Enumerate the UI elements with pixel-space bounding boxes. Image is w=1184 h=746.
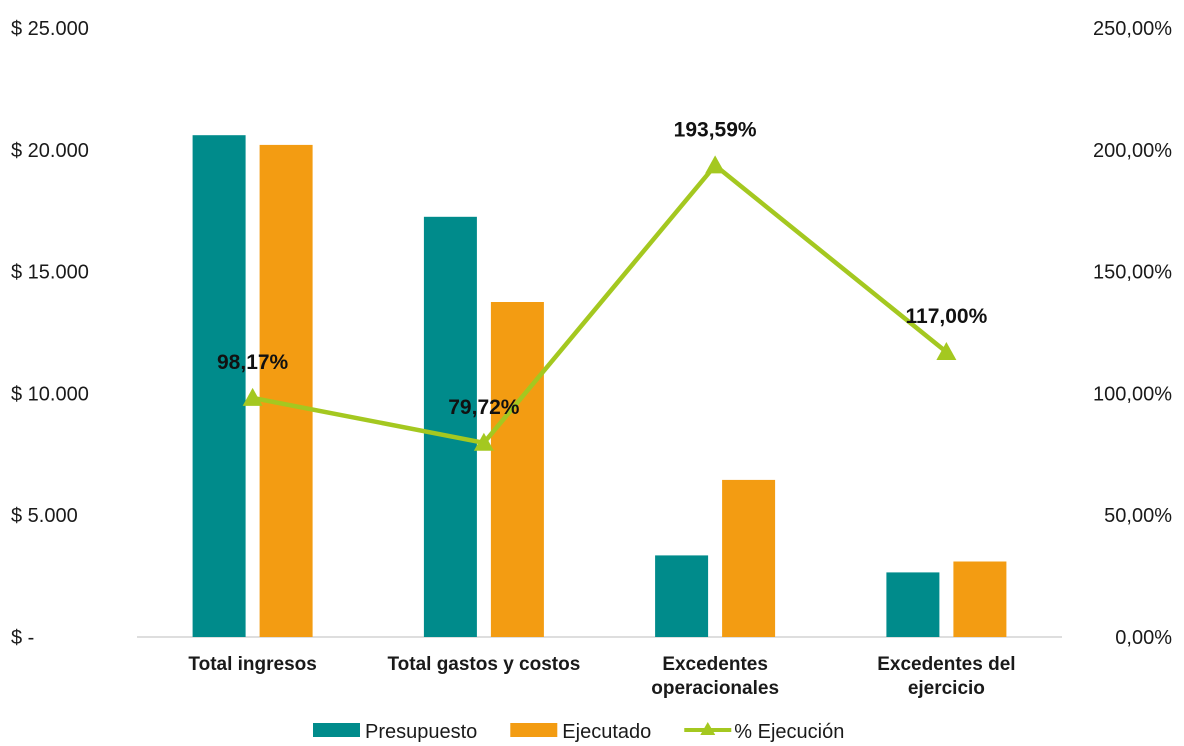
percent-data-label: 79,72% <box>448 396 520 419</box>
percent-line <box>252 163 948 446</box>
right-tick-label: 150,00% <box>1093 262 1172 284</box>
category-label: Excedentes operacionales <box>651 654 779 699</box>
legend-swatch <box>510 723 558 737</box>
category-label: Total ingresos <box>188 654 316 675</box>
bar-presupuesto <box>423 216 477 638</box>
bar-ejecutado <box>490 302 544 637</box>
legend-marker <box>700 722 716 735</box>
left-tick-label: $ 20.000 <box>11 140 89 162</box>
legend-label: Presupuesto <box>365 721 477 743</box>
percent-point-marker <box>705 155 726 174</box>
percent-point-marker <box>936 341 957 360</box>
legend-label: % Ejecución <box>734 721 844 743</box>
left-tick-label: $ 15.000 <box>11 262 89 284</box>
category-axis-labels: Total ingresos Total gastos y costos Exced… <box>188 654 1015 699</box>
left-tick-label: $ - <box>11 627 34 649</box>
bar-presupuesto <box>655 555 709 637</box>
right-tick-label: 50,00% <box>1104 505 1172 527</box>
bar-presupuesto <box>192 135 246 637</box>
left-axis: $ - $ 5.000 $ 10.000 $ 15.000 $ 20.000 $ 25.0… <box>11 18 89 649</box>
legend-label: Ejecutado <box>562 721 651 743</box>
percent-line-series: 98,17% 79,72% 193,59% 117,00% <box>217 118 988 451</box>
percent-point-marker <box>473 432 494 451</box>
right-tick-label: 0,00% <box>1115 627 1172 649</box>
percent-data-label: 117,00% <box>906 305 988 328</box>
bar-ejecutado <box>259 144 313 637</box>
category-label: Total gastos y costos <box>387 654 580 675</box>
legend-swatch <box>313 723 360 737</box>
bar-series <box>192 135 1007 638</box>
left-tick-label: $ 10.000 <box>11 383 89 405</box>
percent-point-marker <box>242 387 263 406</box>
bar-presupuesto <box>886 572 940 637</box>
bar-ejecutado <box>722 479 776 637</box>
left-tick-label: $ 25.000 <box>11 18 89 40</box>
bar-ejecutado <box>953 561 1007 637</box>
right-tick-label: 250,00% <box>1093 18 1172 40</box>
right-tick-label: 100,00% <box>1093 383 1172 405</box>
legend: Presupuesto Ejecutado % Ejecución <box>313 721 844 743</box>
percent-data-label: 98,17% <box>217 351 289 374</box>
left-tick-label: $ 5.000 <box>11 505 78 527</box>
right-axis: 0,00% 50,00% 100,00% 150,00% 200,00% 250,00% <box>1093 18 1172 649</box>
percent-data-label: 193,59% <box>674 118 757 141</box>
right-tick-label: 200,00% <box>1093 140 1172 162</box>
category-label: Excedentes del ejercicio <box>877 654 1015 699</box>
